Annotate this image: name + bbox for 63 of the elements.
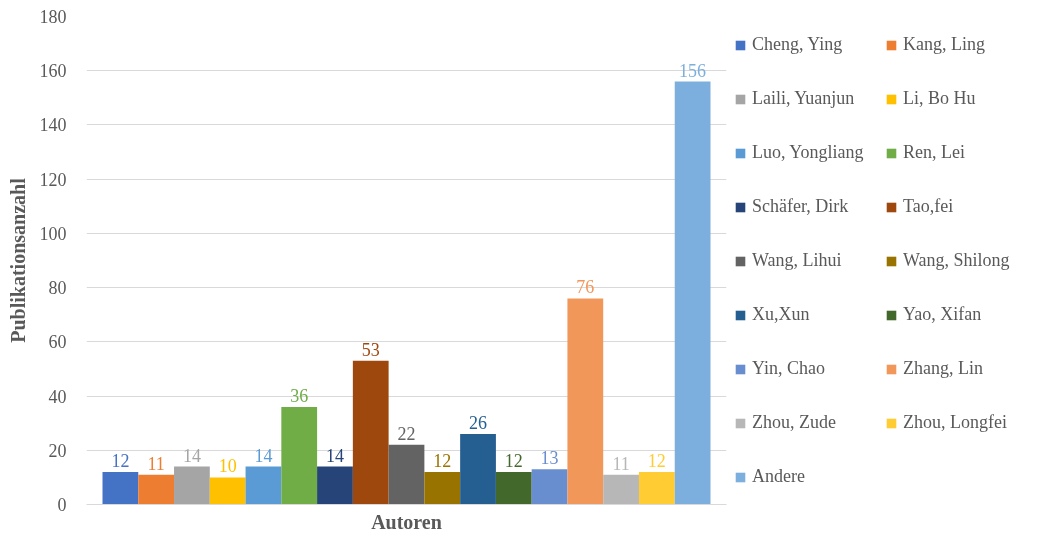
data-label: 12 — [433, 450, 452, 471]
bar — [567, 298, 604, 505]
legend-label: Xu,Xun — [752, 303, 811, 326]
data-label: 12 — [504, 450, 523, 471]
y-tick-label: 0 — [57, 495, 67, 515]
data-label: 11 — [612, 453, 630, 474]
y-axis-title: Publikationsanzahl — [6, 177, 29, 343]
bar — [281, 406, 318, 505]
bar — [317, 466, 353, 505]
bar — [102, 471, 139, 505]
legend-label: Zhang, Lin — [903, 357, 984, 380]
bar — [603, 474, 639, 505]
data-label: 12 — [647, 450, 666, 471]
y-tick-label: 60 — [48, 332, 67, 353]
data-label: 76 — [576, 277, 595, 298]
data-label: 26 — [469, 413, 488, 434]
legend-label: Tao,fei — [903, 195, 955, 218]
data-label: 12 — [111, 450, 130, 471]
legend-label: Wang, Lihui — [752, 249, 843, 272]
legend-label: Schäfer, Dirk — [752, 195, 850, 218]
legend-label: Zhou, Zude — [752, 411, 837, 434]
legend-label: Ren, Lei — [903, 141, 966, 164]
bar — [209, 477, 246, 505]
bar — [245, 466, 282, 505]
legend-label: Andere — [752, 465, 806, 488]
data-label: 10 — [218, 456, 237, 477]
y-tick-label: 20 — [48, 440, 67, 461]
bar — [388, 444, 425, 505]
data-label: 156 — [679, 60, 707, 81]
legend-label: Li, Bo Hu — [903, 87, 977, 110]
data-label: 22 — [397, 423, 416, 444]
bar — [138, 474, 175, 505]
legend-label: Yao, Xifan — [903, 303, 983, 326]
bar — [424, 471, 461, 505]
data-label: 13 — [540, 448, 559, 469]
legend-label: Wang, Shilong — [903, 249, 1011, 272]
data-label: 14 — [325, 445, 344, 466]
legend-label: Kang, Ling — [903, 33, 986, 56]
legend-label: Laili, Yuanjun — [752, 87, 856, 110]
y-tick-label: 140 — [39, 115, 67, 136]
bar — [531, 469, 568, 505]
data-label: 53 — [361, 339, 380, 360]
y-tick-label: 100 — [39, 223, 67, 244]
legend-label: Cheng, Ying — [752, 33, 844, 56]
y-tick-label: 40 — [48, 386, 67, 407]
legend-label: Yin, Chao — [752, 357, 826, 380]
y-tick-label: 80 — [48, 278, 67, 299]
bar — [352, 360, 389, 505]
legend-label: Luo, Yongliang — [752, 141, 865, 164]
bar — [460, 434, 496, 505]
bar — [638, 471, 675, 505]
data-label: 36 — [290, 385, 309, 406]
bar — [174, 466, 210, 505]
bar — [674, 81, 711, 505]
data-label: 14 — [182, 445, 201, 466]
legend-label: Zhou, Longfei — [903, 411, 1008, 434]
y-tick-label: 180 — [39, 7, 67, 27]
y-tick-label: 160 — [39, 61, 67, 82]
x-axis-title: Autoren — [371, 510, 442, 533]
data-label: 14 — [254, 445, 273, 466]
y-tick-label: 120 — [39, 169, 67, 190]
data-label: 11 — [147, 453, 165, 474]
bar — [495, 471, 532, 505]
